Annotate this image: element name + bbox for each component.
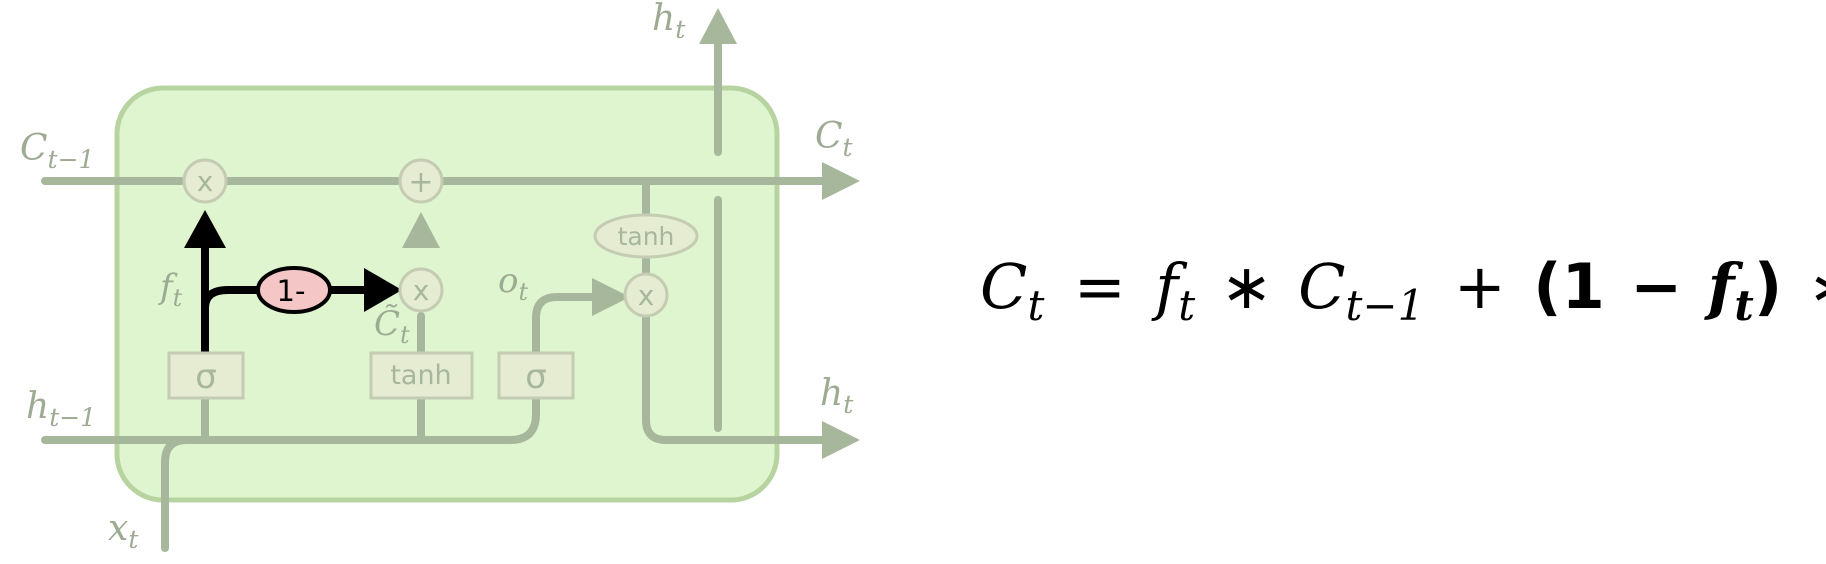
eq-times-2: ∗ [1808, 250, 1826, 323]
eq-times-1: ∗ [1221, 250, 1273, 323]
op-output-mult-label: x [638, 279, 655, 312]
candidate-up-arrow [402, 212, 440, 248]
eq-plus: + [1454, 250, 1506, 323]
eq-one: 1 [1562, 250, 1605, 323]
layer-tanh-candidate: tanh [369, 351, 474, 400]
cell-state-output-arrow [822, 162, 860, 200]
label-h-prev: ht−1 [26, 386, 96, 432]
op-forget-mult-label: x [197, 165, 214, 198]
op-input-mult: x [398, 267, 444, 313]
eq-f-sub: t [1178, 281, 1195, 330]
lstm-cell-box [114, 85, 780, 503]
eq-c-prev-sub: t−1 [1346, 281, 1425, 330]
faded-arrowheads [402, 8, 860, 459]
layer-sigma-forget: σ [167, 351, 245, 400]
eq-f-bold-sub: t [1734, 281, 1753, 330]
op-output-mult: x [623, 272, 669, 318]
layer-tanh-candidate-label: tanh [390, 360, 451, 391]
op-one-minus: 1- [256, 266, 332, 314]
label-c-tilde: C̃t [374, 304, 410, 349]
eq-c-prev: C [1298, 250, 1345, 323]
op-add-label: + [408, 165, 433, 200]
label-c-prev: Ct−1 [20, 128, 94, 174]
layer-sigma-output: σ [497, 351, 575, 400]
label-h-out-right: ht [820, 373, 854, 419]
forget-to-mult-arrow [184, 210, 226, 248]
eq-open-paren: ( [1533, 250, 1561, 323]
highlighted-arrowheads [184, 210, 402, 312]
label-h-out-top: ht [652, 0, 686, 44]
op-tanh-cell: tanh [593, 213, 699, 259]
output-gate-arrow [592, 278, 630, 316]
highlighted-connections [201, 236, 374, 359]
label-o-gate: ot [498, 261, 528, 306]
svg-text:Ct = ft ∗: Ct = ft ∗ Ct−1 + (1 − ft) ∗ C̃t [980, 250, 1826, 334]
op-forget-mult: x [182, 158, 228, 204]
eq-close-paren: ) [1754, 250, 1782, 323]
eq-minus: − [1630, 250, 1682, 323]
label-c-out: Ct [815, 116, 854, 162]
eq-lhs: C [980, 250, 1027, 323]
hidden-state-up-arrow [699, 8, 737, 44]
op-add: + [398, 158, 444, 204]
layer-sigma-output-label: σ [525, 357, 547, 397]
coupled-cell-update-equation: Ct = ft ∗ Ct−1 + (1 − ft) ∗ C̃t [980, 250, 1826, 334]
eq-lhs-sub: t [1027, 281, 1044, 330]
op-tanh-cell-label: tanh [618, 222, 675, 251]
hidden-state-output-arrow [822, 421, 860, 459]
op-input-mult-label: x [413, 274, 430, 307]
one-minus-to-input-mult-arrow [364, 268, 402, 312]
layer-sigma-forget-label: σ [195, 357, 217, 397]
eq-equals: = [1074, 250, 1126, 323]
label-x-in: xt [108, 508, 139, 554]
op-one-minus-label: 1- [277, 274, 306, 308]
